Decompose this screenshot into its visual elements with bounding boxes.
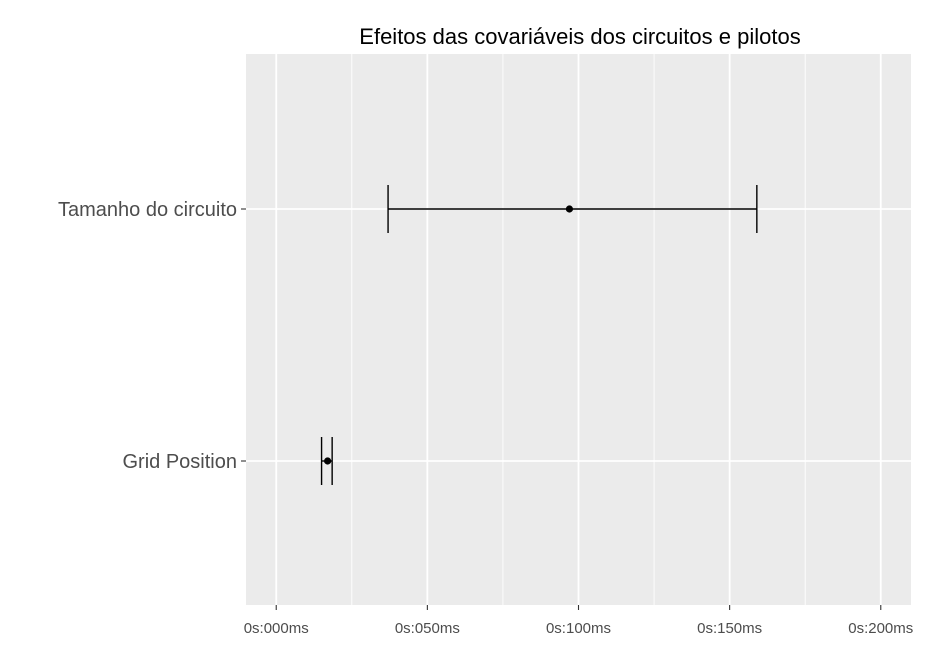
y-tick-label: Tamanho do circuito — [58, 199, 237, 221]
y-tick-label: Grid Position — [123, 451, 238, 473]
x-tick-label: 0s:100ms — [546, 620, 611, 637]
point-estimate — [324, 457, 332, 465]
chart-title: Efeitos das covariáveis dos circuitos e … — [359, 24, 800, 49]
x-tick-label: 0s:200ms — [848, 620, 913, 637]
x-tick-label: 0s:000ms — [244, 620, 309, 637]
x-tick-label: 0s:150ms — [697, 620, 762, 637]
axes: 0s:000ms 0s:050ms 0s:100ms 0s:150ms 0s:200ms… — [58, 199, 913, 637]
point-estimate — [565, 205, 574, 213]
error-bars — [320, 185, 758, 485]
x-tick-label: 0s:050ms — [395, 620, 460, 637]
